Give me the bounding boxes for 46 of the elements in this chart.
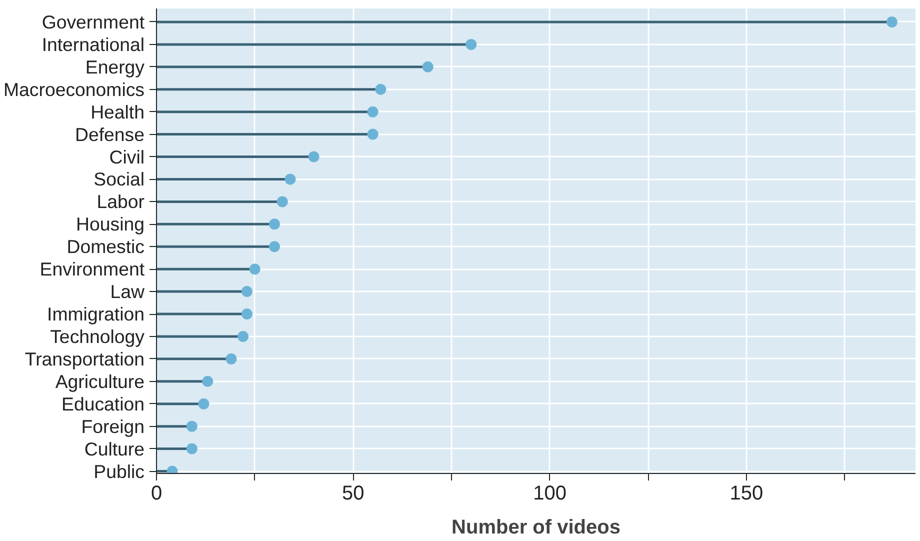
y-tick-label: Domestic xyxy=(66,236,144,258)
y-tick-label: Environment xyxy=(40,258,146,280)
point xyxy=(241,286,252,298)
point xyxy=(238,330,249,342)
y-tick-label: Transportation xyxy=(24,348,145,370)
x-tick-label: 0 xyxy=(150,482,162,504)
y-tick-label: Social xyxy=(94,168,145,190)
y-tick-label: International xyxy=(42,34,145,55)
y-tick-label: Agriculture xyxy=(55,370,145,392)
y-tick-label: Energy xyxy=(85,56,146,78)
point xyxy=(375,84,386,95)
point xyxy=(367,128,378,140)
point xyxy=(367,106,378,118)
point xyxy=(198,398,210,410)
y-tick-label: Public xyxy=(94,460,145,482)
point xyxy=(308,151,320,162)
point xyxy=(422,61,434,72)
y-tick-label: Defense xyxy=(75,124,145,145)
point xyxy=(241,308,252,320)
point xyxy=(186,443,198,454)
y-tick-label: Foreign xyxy=(81,416,145,437)
point xyxy=(226,353,237,364)
y-tick-label: Labor xyxy=(96,191,145,212)
point xyxy=(186,420,198,432)
point xyxy=(202,376,214,387)
y-tick-label: Culture xyxy=(84,438,145,460)
y-tick-label: Immigration xyxy=(47,304,145,325)
y-tick-label: Macroeconomics xyxy=(3,78,145,100)
y-tick-label: Civil xyxy=(109,146,145,168)
point xyxy=(276,196,288,208)
y-tick-label: Education xyxy=(62,393,145,414)
point xyxy=(268,241,280,252)
y-tick-label: Technology xyxy=(50,326,146,347)
x-tick-label: 50 xyxy=(342,482,364,504)
point xyxy=(466,38,477,50)
x-tick-label: 100 xyxy=(533,482,566,504)
y-tick-label: Law xyxy=(110,281,146,302)
y-tick-label: Housing xyxy=(76,214,145,235)
point xyxy=(284,174,296,185)
point xyxy=(268,218,280,230)
x-axis-title: Number of videos xyxy=(452,516,620,538)
y-tick-label: Government xyxy=(42,11,146,32)
point xyxy=(886,16,898,28)
point xyxy=(249,264,260,275)
x-tick-label: 150 xyxy=(730,482,764,504)
y-tick-label: Health xyxy=(90,101,145,122)
